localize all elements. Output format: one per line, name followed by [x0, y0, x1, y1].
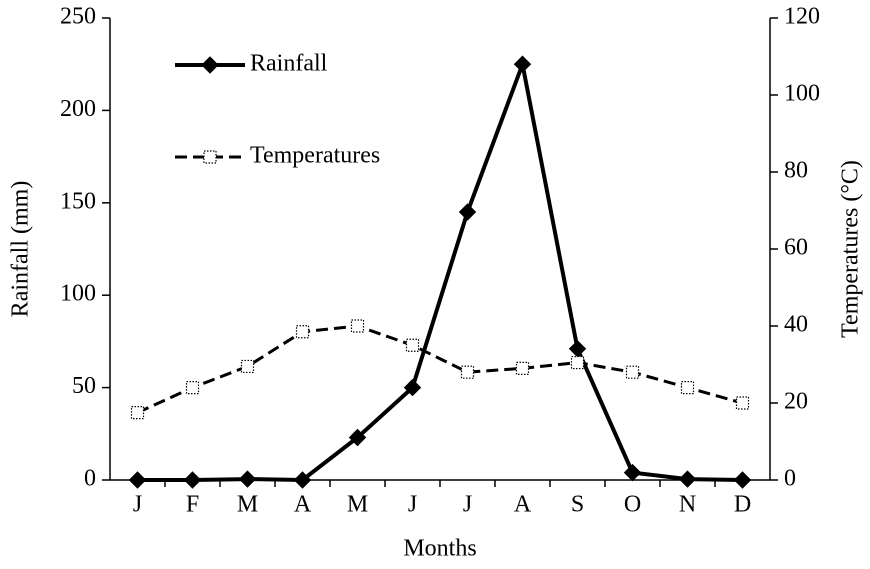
y2-tick-label: 80: [784, 158, 808, 184]
point: [293, 471, 312, 489]
y2-tick-label: 0: [784, 466, 796, 492]
x-axis-title: Months: [403, 536, 476, 562]
y2-tick-label: 40: [784, 312, 808, 338]
legend-label: Rainfall: [250, 51, 328, 77]
point: [403, 378, 422, 397]
point: [405, 338, 420, 352]
point: [513, 55, 532, 73]
y2-tick-label: 60: [784, 235, 808, 261]
x-tick-label: A: [294, 492, 312, 518]
series-line: [136, 324, 743, 414]
point: [680, 381, 695, 395]
point: [568, 340, 587, 358]
x-tick-label: S: [571, 492, 584, 518]
point: [201, 56, 219, 74]
x-tick-label: J: [133, 492, 142, 518]
point: [238, 470, 257, 488]
x-tick-label: N: [679, 492, 696, 518]
point: [348, 428, 367, 447]
legend-label: Temperatures: [250, 143, 380, 169]
point: [733, 471, 752, 489]
x-tick-label: D: [734, 492, 751, 518]
y2-tick-label: 120: [784, 4, 820, 30]
y-tick-label: 0: [84, 466, 96, 492]
point: [128, 471, 147, 489]
point: [295, 325, 310, 339]
point: [515, 361, 530, 375]
point: [735, 396, 750, 410]
y-tick-label: 200: [60, 96, 96, 122]
y-tick-label: 50: [72, 373, 96, 399]
point: [625, 365, 640, 379]
x-tick-label: J: [408, 492, 417, 518]
y2-axis-title: Temperatures (°C): [838, 160, 864, 338]
point: [350, 319, 365, 333]
y-tick-label: 250: [60, 4, 96, 30]
x-tick-label: F: [186, 492, 199, 518]
point: [183, 471, 202, 489]
series-line: [137, 56, 743, 483]
y2-tick-label: 20: [784, 389, 808, 415]
point: [203, 150, 217, 164]
point: [460, 365, 475, 379]
point: [240, 359, 255, 374]
point: [130, 406, 145, 420]
y-axis-title: Rainfall (mm): [8, 181, 34, 318]
y2-tick-label: 100: [784, 81, 820, 107]
point: [678, 470, 697, 488]
x-tick-label: O: [624, 492, 641, 518]
y-tick-label: 150: [60, 188, 96, 214]
x-tick-label: A: [514, 492, 532, 518]
point: [185, 381, 200, 395]
x-tick-label: M: [347, 492, 368, 518]
point: [458, 203, 477, 221]
x-tick-label: J: [463, 492, 472, 518]
y-tick-label: 100: [60, 281, 96, 307]
point: [570, 355, 585, 370]
x-tick-label: M: [237, 492, 258, 518]
point: [623, 463, 642, 482]
